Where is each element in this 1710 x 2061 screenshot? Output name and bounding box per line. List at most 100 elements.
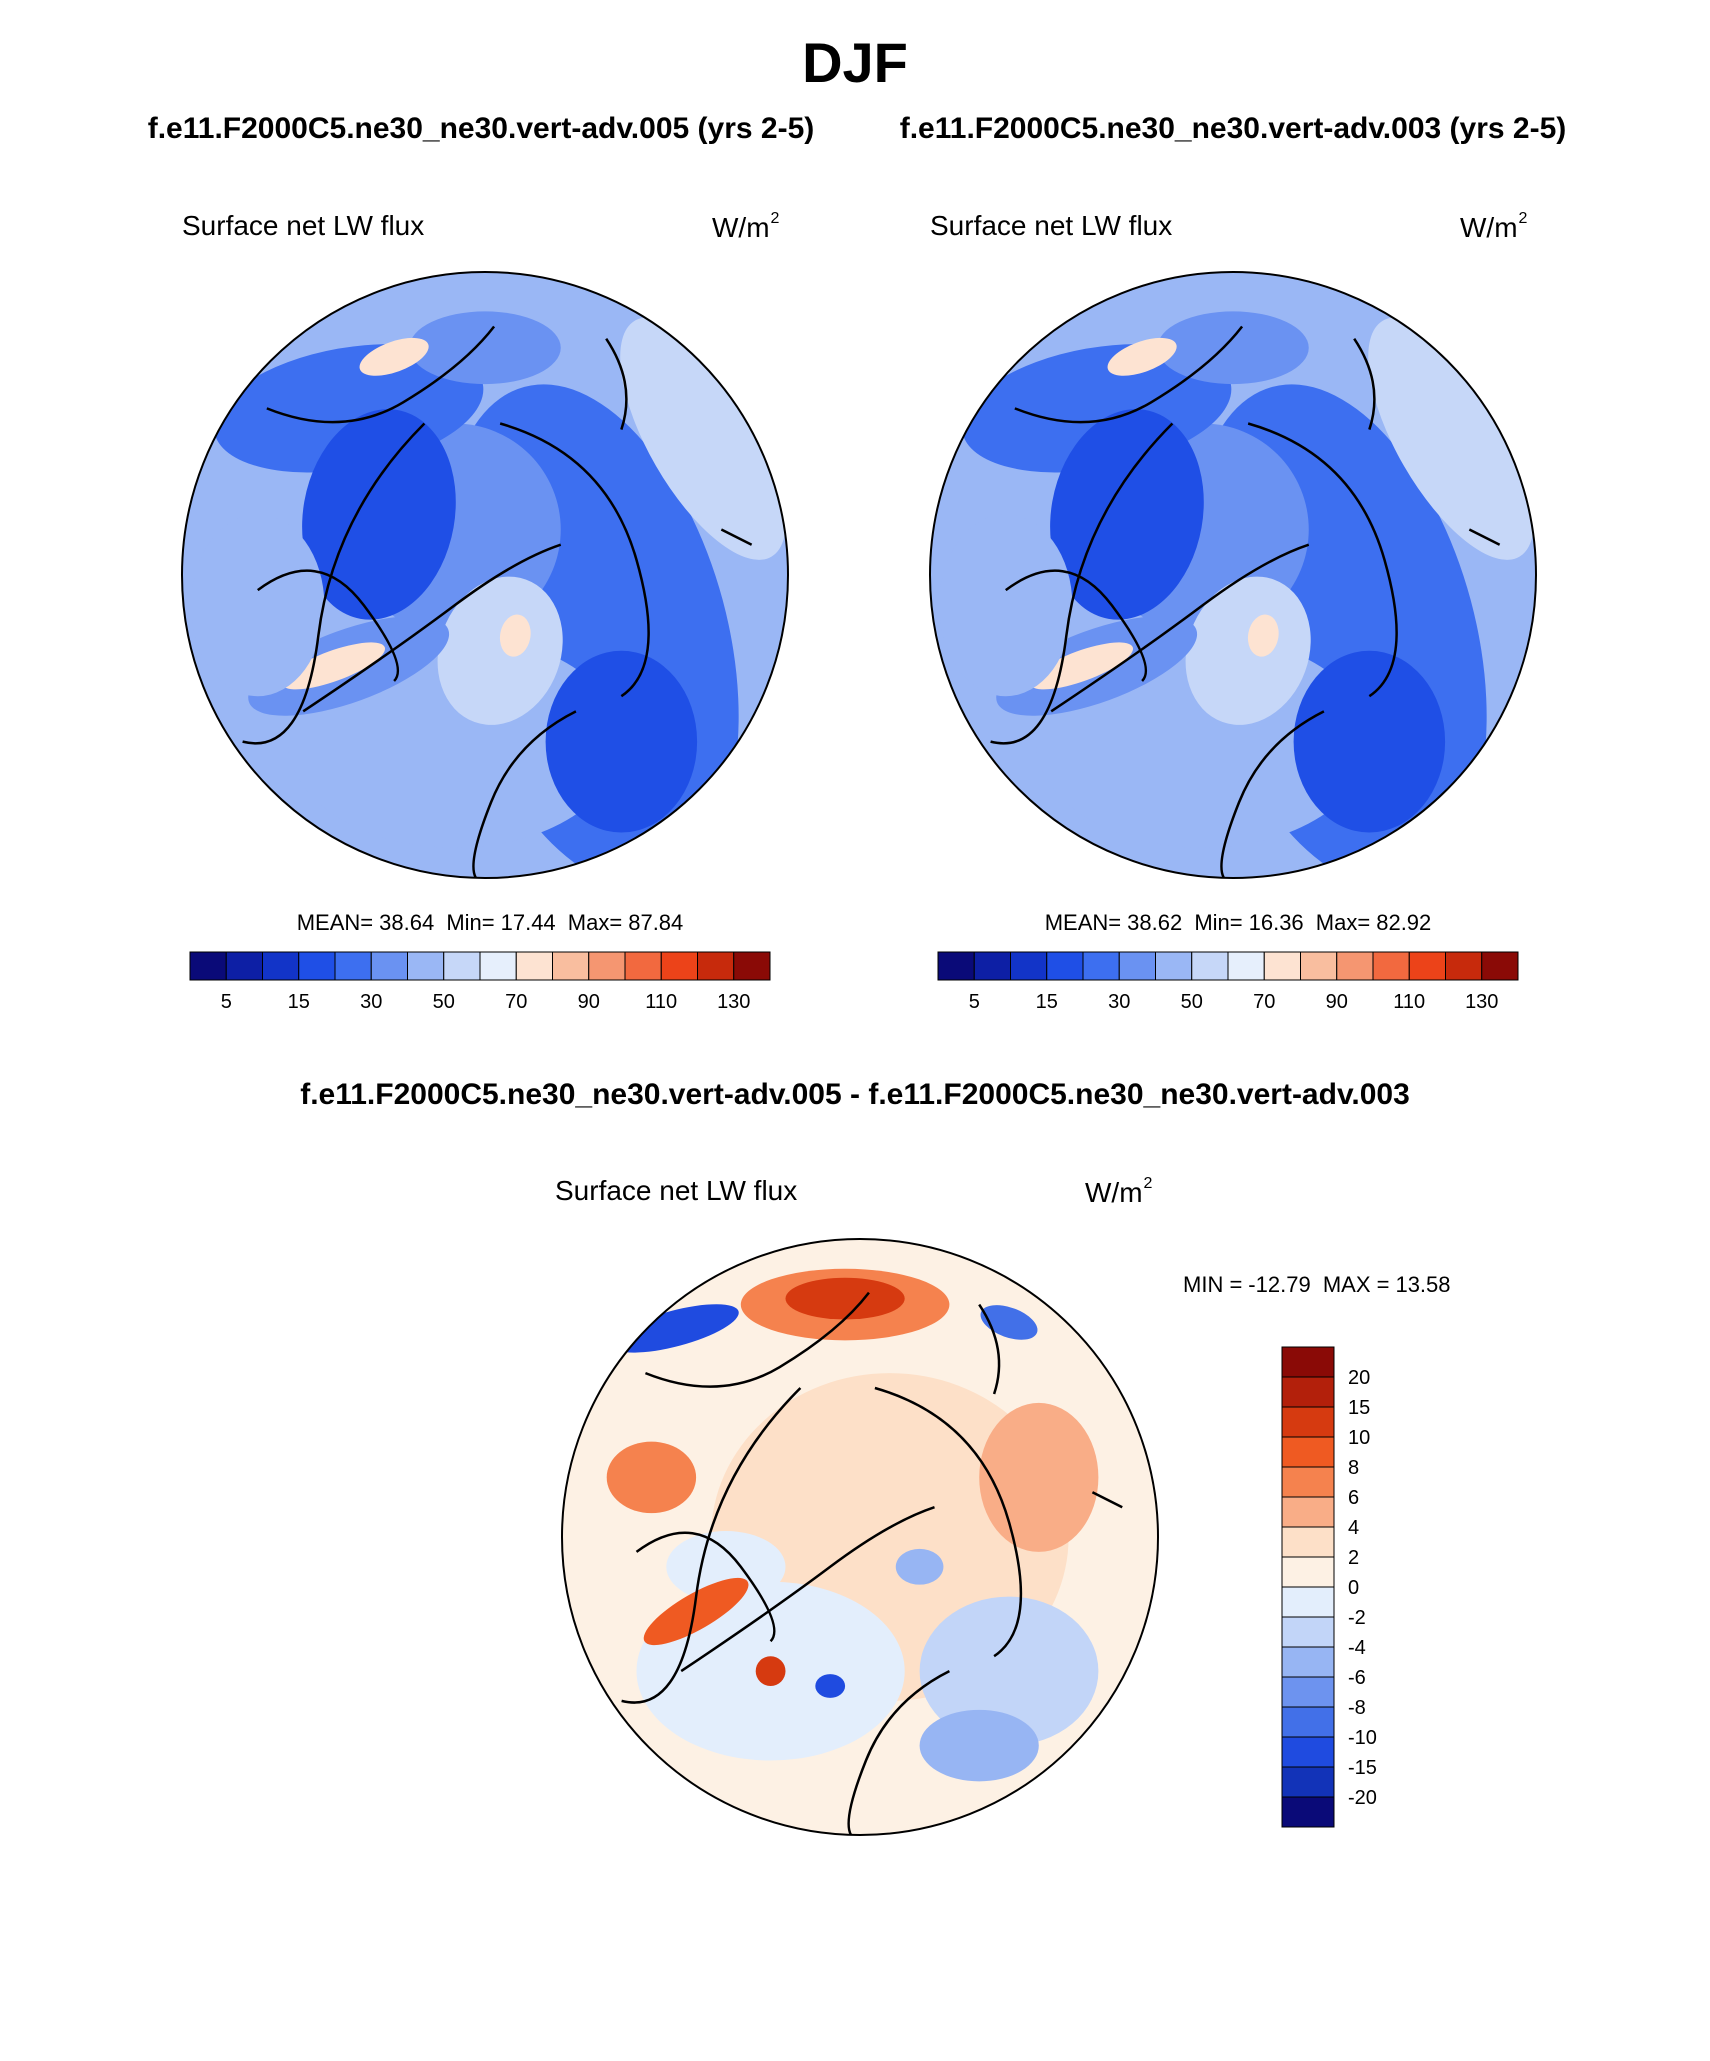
panel-3-colorbar-tick-label: -8 — [1348, 1697, 1366, 1719]
panel-1-map-region — [545, 650, 698, 833]
panel-1-colorbar-tick-label: 5 — [221, 991, 232, 1013]
panel-2-map-region — [1185, 576, 1311, 725]
panel-1-coastline — [302, 543, 562, 713]
panel-1-colorbar-box — [733, 951, 771, 981]
panel-3-map-region — [606, 1441, 697, 1514]
panel-3-colorbar-tick-label: 10 — [1348, 1427, 1370, 1449]
panel-3-colorbar-tick-label: -2 — [1348, 1607, 1366, 1629]
panel-2-variable-label: Surface net LW flux — [930, 210, 1173, 241]
panel-2-colorbar-tick-label: 70 — [1253, 991, 1275, 1013]
panel-2-coastline — [1220, 710, 1325, 878]
panel-3-map-region — [919, 1709, 1039, 1782]
panel-2-colorbar: 5 15 30 50 70 90 110 130 — [937, 951, 1519, 1013]
panel-3-coastline — [874, 1386, 1023, 1658]
panel-1-colorbar-box — [407, 951, 445, 981]
panel-2-colorbar-box — [1263, 951, 1301, 981]
panel-1-colorbar-box — [697, 951, 735, 981]
panel-1-colorbar-tick-label: 130 — [717, 991, 750, 1013]
panel-2-colorbar-tick-label: 5 — [969, 991, 980, 1013]
panel-3-colorbar-box — [1281, 1346, 1335, 1378]
figure-title: DJF — [802, 31, 908, 94]
panel-3-map-border — [561, 1238, 1159, 1836]
panel-3-colorbar-box — [1281, 1496, 1335, 1528]
panel-1-units: W/m2 — [712, 210, 780, 243]
panel-2-map-border — [929, 271, 1537, 879]
panel-3-colorbar-tick-label: -10 — [1348, 1727, 1377, 1749]
panel-3-colorbar-box — [1281, 1646, 1335, 1678]
panel-3-colorbar-box — [1281, 1406, 1335, 1438]
panel-3-map-region — [666, 1531, 786, 1603]
panel-1-coastline — [472, 710, 577, 878]
panel-1-map-region — [499, 614, 531, 657]
panel-1-map-field — [182, 272, 788, 878]
panel-3-colorbar-tick-label: 8 — [1348, 1457, 1359, 1479]
panel-2-colorbar-tick-label: 15 — [1036, 991, 1058, 1013]
panel-3-colorbar-tick-label: 15 — [1348, 1397, 1370, 1419]
panel-3-colorbar-box — [1281, 1616, 1335, 1648]
panel-2-colorbar-box — [1046, 951, 1084, 981]
panel-3-colorbar-tick-label: -15 — [1348, 1757, 1377, 1779]
panel-3-colorbar-tick-label: 4 — [1348, 1517, 1359, 1539]
panel-3-colorbar-box — [1281, 1436, 1335, 1468]
panel-2-colorbar-box — [1372, 951, 1410, 981]
panel-3-colorbar-tick-label: -6 — [1348, 1667, 1366, 1689]
panel-3-colorbar-box — [1281, 1796, 1335, 1828]
panel-3-coastline — [621, 1387, 802, 1704]
panel-1-colorbar-box — [660, 951, 698, 981]
panel-2-colorbar-box — [1481, 951, 1519, 981]
panel-1-map-border — [181, 271, 789, 879]
panel-2-map-region — [1368, 317, 1535, 560]
panel-1-colorbar-box — [298, 951, 336, 981]
panel-2-map-region — [1157, 311, 1309, 385]
panel-3-colorbar-tick-label: 20 — [1348, 1367, 1370, 1389]
panel-3-colorbar-box — [1281, 1586, 1335, 1618]
panel-3-coastline — [635, 1531, 776, 1643]
panel-3-colorbar-box — [1281, 1706, 1335, 1738]
panel-1-stats: MEAN= 38.64 Min= 17.44 Max= 87.84 — [296, 910, 684, 935]
panel-2-coastline — [1247, 422, 1398, 698]
panel-3-map-region — [979, 1402, 1099, 1552]
panel-2-colorbar-box — [1191, 951, 1229, 981]
panel-2-colorbar-box — [973, 951, 1011, 981]
panel-1-polar-map — [181, 271, 789, 879]
panel-1-colorbar-box — [370, 951, 408, 981]
panel-3-map-field — [562, 1239, 1158, 1835]
panel-1-colorbar-box — [479, 951, 517, 981]
panel-2-colorbar-box — [1010, 951, 1048, 981]
panel-2-colorbar-box — [1336, 951, 1374, 981]
panel-3-map-region — [815, 1674, 846, 1698]
panel-2-map-field — [930, 272, 1536, 878]
panel-1-colorbar-box — [443, 951, 481, 981]
case-a-title: f.e11.F2000C5.ne30_ne30.vert-adv.005 (yr… — [147, 112, 815, 145]
panel-1-colorbar-box — [515, 951, 553, 981]
panel-2-coastline — [990, 422, 1174, 745]
panel-3-colorbar-box — [1281, 1466, 1335, 1498]
panel-3-coastline — [847, 1669, 950, 1835]
panel-2-colorbar-box — [1300, 951, 1338, 981]
panel-2-map-region — [1029, 642, 1134, 690]
panel-3-colorbar-box — [1281, 1736, 1335, 1768]
panel-2-colorbar-tick-label: 90 — [1326, 991, 1348, 1013]
panel-3-map-region — [895, 1548, 944, 1585]
panel-1-map-region — [620, 317, 787, 560]
panel-2-map-region — [1050, 409, 1204, 620]
panel-1-map-region — [359, 337, 429, 376]
panel-2-colorbar-tick-label: 30 — [1108, 991, 1130, 1013]
panel-3-colorbar-tick-label: -4 — [1348, 1637, 1366, 1659]
panel-3-polar-map — [561, 1238, 1159, 1836]
panel-1-colorbar-box — [588, 951, 626, 981]
panel-1-coastline — [257, 569, 399, 682]
panel-2-colorbar-tick-label: 110 — [1393, 991, 1425, 1013]
panel-1-map-region — [302, 409, 456, 620]
panel-3-colorbar-box — [1281, 1556, 1335, 1588]
panel-3-stats: MIN = -12.79 MAX = 13.58 — [1183, 1272, 1451, 1297]
panel-2-map-region — [1247, 614, 1279, 657]
panel-1-colorbar-tick-label: 30 — [360, 991, 382, 1013]
panel-2-colorbar-tick-label: 50 — [1181, 991, 1203, 1013]
panel-3-map-region — [611, 1304, 739, 1353]
panel-3-coastline — [680, 1506, 935, 1673]
panel-1-colorbar-box — [624, 951, 662, 981]
panel-3-colorbar-box — [1281, 1526, 1335, 1558]
panel-3-variable-label: Surface net LW flux — [555, 1175, 798, 1206]
panel-2-colorbar-box — [1082, 951, 1120, 981]
